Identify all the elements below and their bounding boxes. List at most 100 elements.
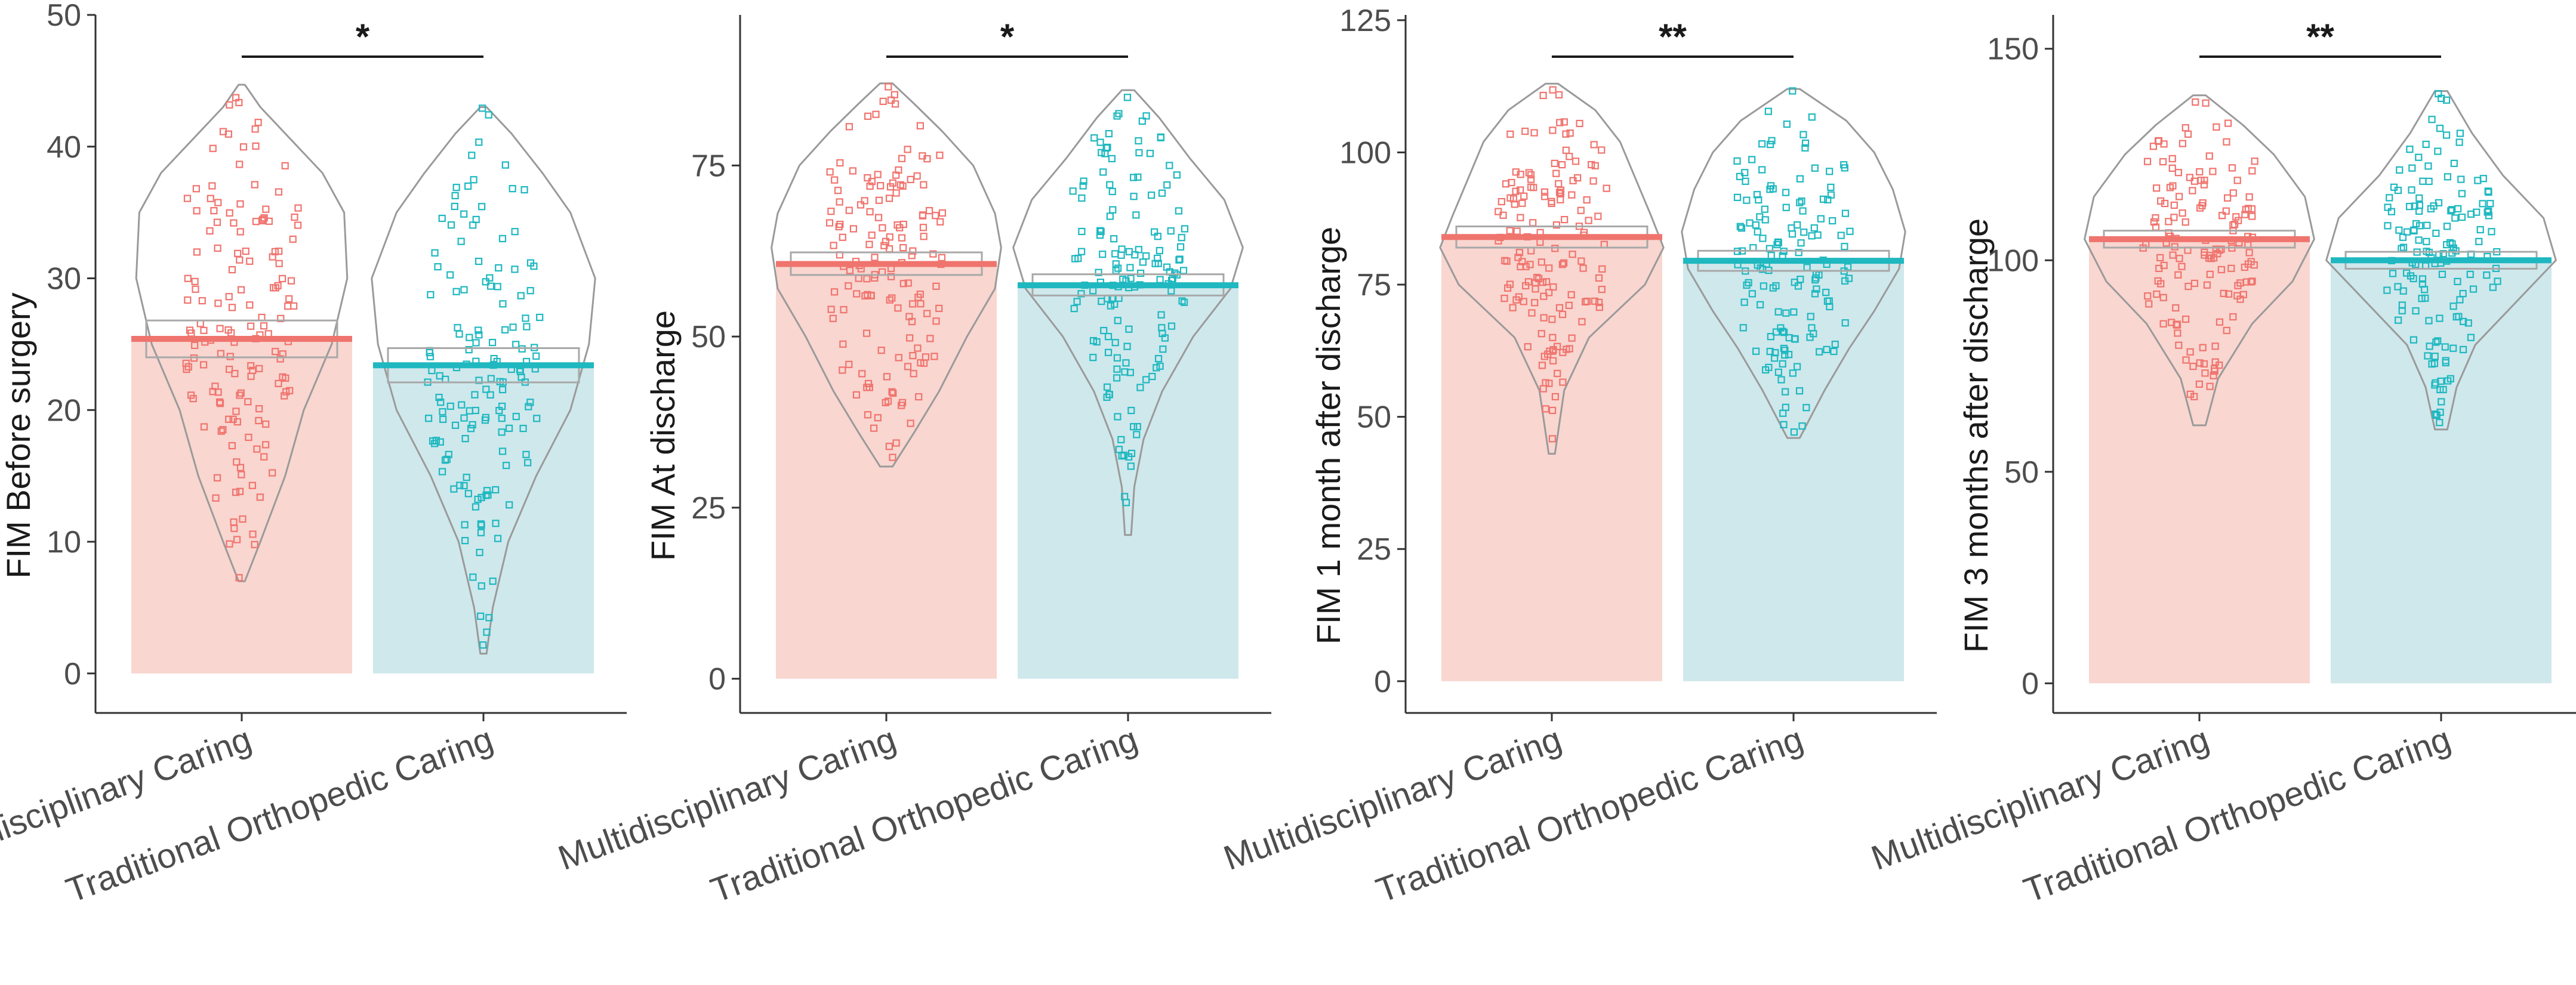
data-point [1155,246,1163,255]
data-point [1569,251,1576,258]
data-point [277,314,285,322]
data-point [1548,199,1555,208]
data-point [256,493,264,501]
data-point [2426,342,2433,350]
data-point [2424,162,2432,170]
data-point [232,489,240,496]
data-point [1097,227,1105,236]
data-point [1171,269,1179,277]
data-point [919,152,926,160]
data-point [849,167,856,175]
data-point [1552,221,1561,229]
data-point [2464,319,2472,327]
data-point [919,212,927,220]
data-point [893,221,901,229]
data-point [486,391,494,399]
data-point [2386,194,2393,202]
data-point [191,341,199,349]
data-point [1108,155,1116,163]
data-point [1595,298,1603,306]
data-point [1078,194,1086,202]
data-point [213,218,221,226]
data-point [866,208,874,215]
data-point [1175,207,1183,215]
data-point [2168,164,2176,172]
data-point [228,265,236,274]
data-point [1142,252,1150,260]
data-point [849,225,858,233]
data-point [2176,193,2183,200]
data-point [2408,186,2415,194]
data-point [512,413,520,421]
data-point [236,464,245,471]
data-point [1741,169,1749,177]
data-point [1758,265,1767,273]
data-point [1099,251,1107,258]
data-point [1591,297,1599,305]
data-point [1542,405,1549,413]
data-point [1117,436,1125,444]
data-point [512,341,520,348]
data-point [886,183,895,191]
data-point [920,181,928,189]
data-point [475,376,483,384]
data-point [1178,234,1185,242]
data-point [2438,398,2445,406]
data-point [1134,173,1142,181]
data-point [1577,206,1585,214]
data-point [2415,236,2423,244]
data-point [1111,250,1119,258]
y-tick-label: 0 [708,662,726,697]
data-point [836,220,844,229]
data-point [2159,158,2167,166]
y-tick-label: 20 [47,393,81,428]
data-point [1533,273,1541,282]
data-point [481,416,489,424]
data-point [435,393,443,402]
data-point [1799,207,1807,215]
data-point [2196,168,2204,176]
data-point [2389,270,2397,277]
data-point [477,520,485,528]
data-point [436,372,443,380]
data-point [282,374,289,382]
data-point [1132,211,1140,219]
data-point [1746,219,1754,227]
data-point [1595,274,1603,282]
y-tick-label: 100 [1987,243,2039,278]
data-point [1106,181,1114,189]
data-point [1497,197,1505,206]
data-point [905,313,913,320]
data-point [2224,194,2232,202]
data-point [1817,215,1825,223]
data-point [1841,243,1848,251]
data-point [1837,231,1845,239]
y-tick-label: 50 [1357,400,1391,435]
data-point [2485,212,2493,220]
data-point [1512,187,1520,195]
data-point [431,249,439,257]
data-point [236,391,244,399]
data-point [1506,130,1514,138]
data-point [1844,263,1852,271]
data-point [1532,285,1539,293]
data-point [2447,207,2455,215]
data-point [485,614,493,622]
data-point [2443,173,2451,181]
data-point [2405,203,2414,211]
data-point [2432,379,2439,387]
data-point [1798,197,1805,205]
data-point [1137,269,1145,277]
data-point [2159,320,2167,328]
data-point [1151,228,1158,236]
data-point [2448,249,2456,257]
data-point [2415,222,2424,230]
data-point [2446,375,2454,382]
data-point [1801,144,1809,152]
violin-outline [2084,94,2315,427]
data-point [2229,189,2237,197]
data-point [1518,199,1526,207]
data-point [886,296,893,304]
data-point [2419,177,2427,185]
data-point [1529,219,1537,227]
